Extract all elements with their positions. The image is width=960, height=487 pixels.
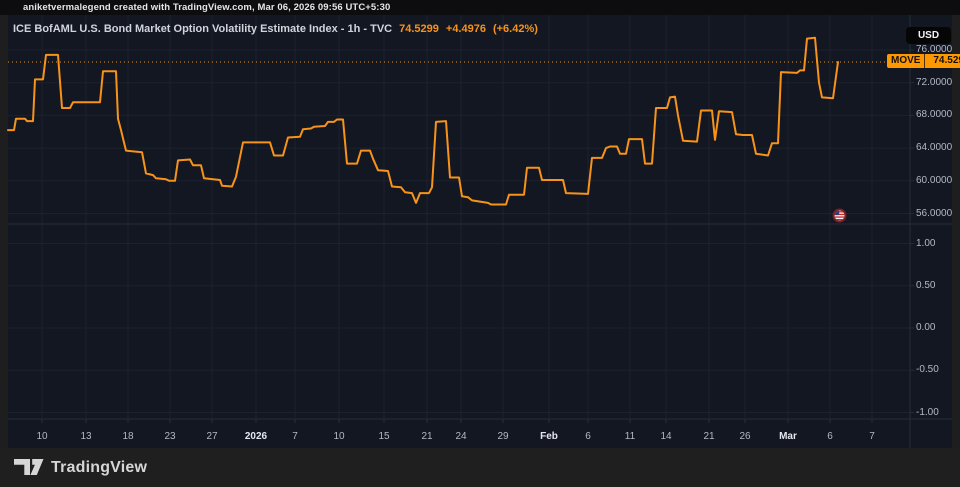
- time-tick-label: 7: [869, 431, 875, 442]
- time-tick-label: 14: [660, 431, 672, 442]
- price-tick-label: 72.0000: [916, 76, 953, 88]
- last-price-axis-label: MOVE 74.5299: [887, 54, 960, 69]
- indicator-tick-label: 1.00: [916, 237, 936, 249]
- footer-bar: TradingView: [0, 448, 960, 487]
- time-tick-label: Mar: [779, 431, 797, 442]
- legend-last-price: 74.5299: [399, 23, 439, 35]
- time-tick-label: 26: [739, 431, 751, 442]
- time-tick-label: 11: [624, 431, 636, 442]
- price-tick-label: 76.0000: [916, 44, 953, 55]
- legend-change-abs: +4.4976: [445, 23, 486, 35]
- time-tick-label: 6: [827, 431, 833, 442]
- symbol-title[interactable]: ICE BofAML U.S. Bond Market Option Volat…: [13, 23, 393, 35]
- chart-legend: ICE BofAML U.S. Bond Market Option Volat…: [13, 21, 538, 37]
- time-tick-label: 23: [164, 431, 176, 442]
- price-tick-label: 56.0000: [916, 207, 953, 219]
- time-tick-label: Feb: [540, 431, 558, 442]
- legend-change-pct: (+6.42%): [492, 23, 538, 35]
- time-tick-label: 10: [36, 431, 48, 442]
- attribution-bar: aniketvermalegend created with TradingVi…: [0, 0, 960, 15]
- time-tick-label: 18: [122, 431, 134, 442]
- price-tick-label: 64.0000: [916, 142, 953, 154]
- chart-widget: [8, 15, 952, 448]
- time-tick-label: 15: [378, 431, 390, 442]
- last-price-label-value: 74.5299: [925, 54, 960, 69]
- price-tick-label: 60.0000: [916, 174, 953, 186]
- time-tick-label: 24: [455, 431, 467, 442]
- time-tick-label: 27: [206, 431, 218, 442]
- last-price-label-symbol: MOVE: [887, 54, 926, 69]
- time-tick-label: 7: [292, 431, 298, 442]
- time-tick-label: 2026: [244, 431, 268, 442]
- us-flag-event-icon[interactable]: [832, 208, 847, 223]
- time-tick-label: 21: [421, 431, 433, 442]
- indicator-tick-label: -0.50: [916, 364, 939, 376]
- time-tick-label: 21: [703, 431, 715, 442]
- attribution-text: aniketvermalegend created with TradingVi…: [23, 2, 391, 13]
- price-tick-label: 68.0000: [916, 109, 953, 121]
- indicator-tick-label: -1.00: [916, 406, 939, 418]
- time-tick-label: 29: [497, 431, 509, 442]
- tradingview-logo[interactable]: TradingView: [14, 459, 147, 477]
- currency-toggle-button[interactable]: USD: [906, 27, 951, 44]
- tradingview-logo-text: TradingView: [51, 458, 148, 476]
- indicator-tick-label: 0.50: [916, 279, 936, 291]
- tradingview-logo-icon: [14, 459, 44, 475]
- time-tick-label: 6: [585, 431, 591, 442]
- time-tick-label: 10: [333, 431, 345, 442]
- indicator-tick-label: 0.00: [916, 322, 936, 333]
- time-tick-label: 13: [80, 431, 92, 442]
